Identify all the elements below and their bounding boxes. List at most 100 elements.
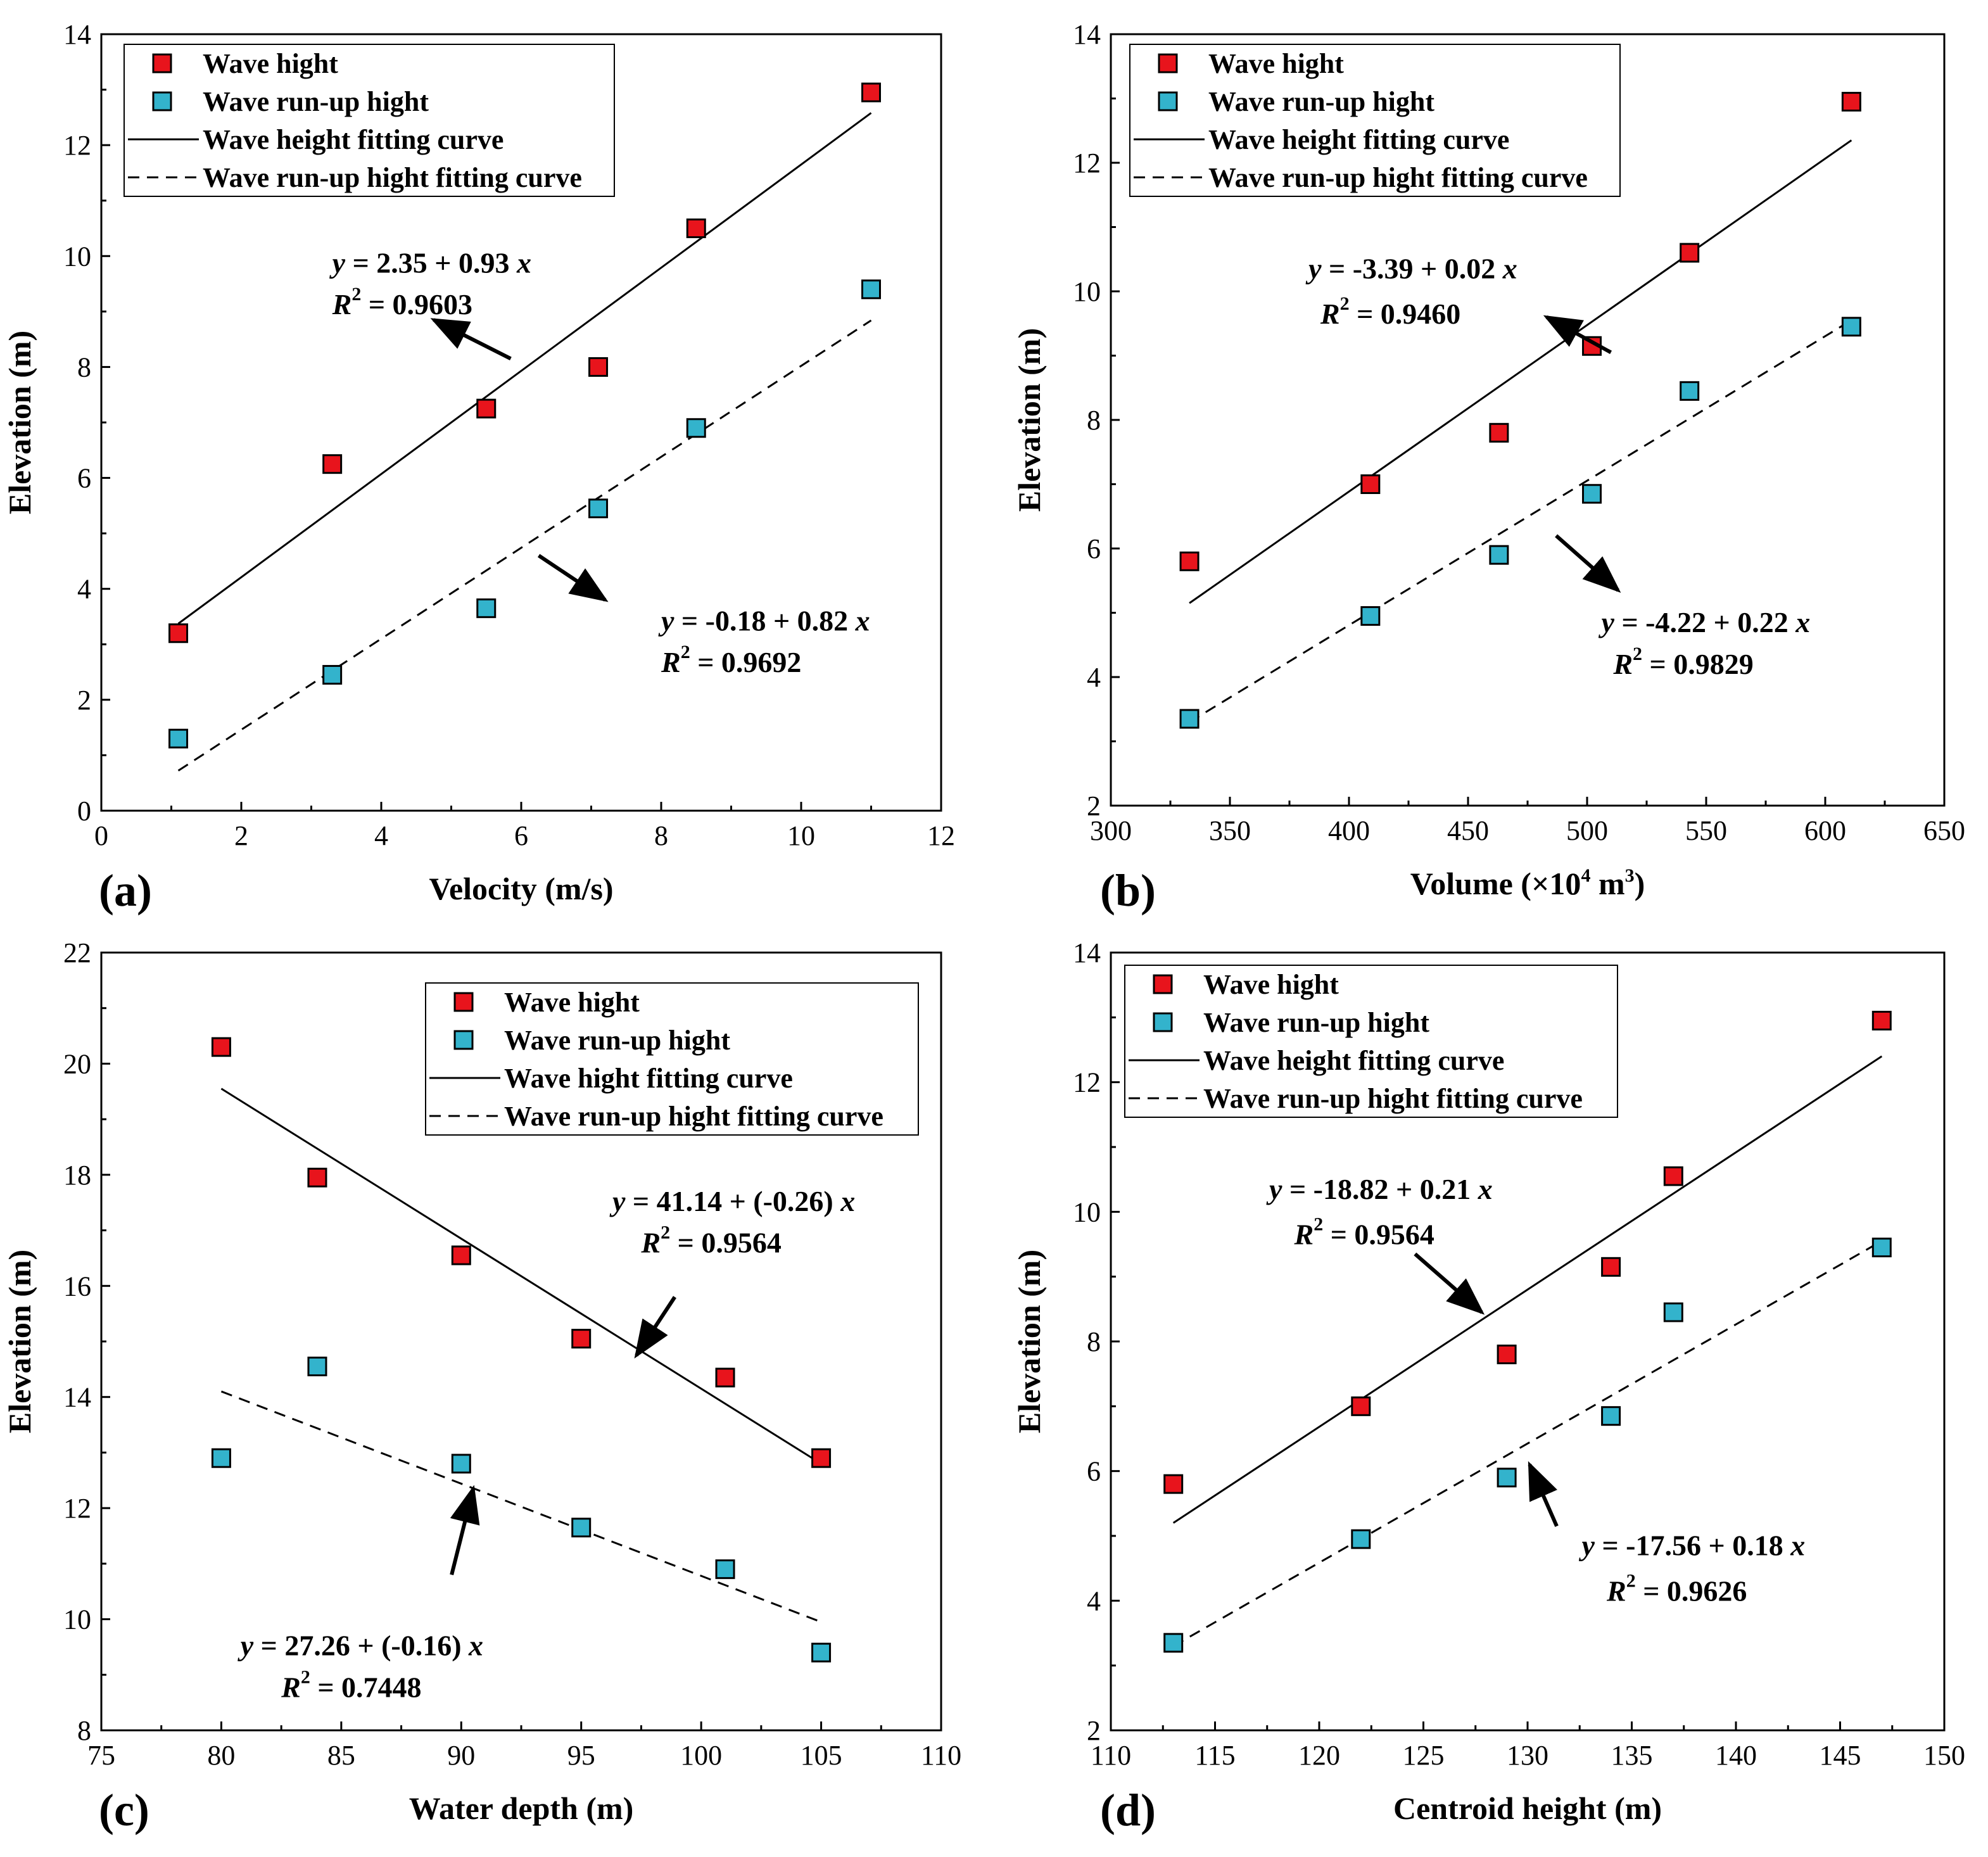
y-tick-label: 2 <box>1087 1715 1101 1746</box>
x-tick-label: 75 <box>87 1740 115 1771</box>
legend-label: Wave hight <box>1208 48 1344 79</box>
y-tick-label: 12 <box>63 1493 91 1524</box>
legend-box <box>1129 44 1621 197</box>
r-squared: R2 = 0.9626 <box>1606 1570 1747 1607</box>
legend-marker-run-up <box>1158 91 1178 111</box>
legend-label: Wave hight <box>504 987 640 1018</box>
legend-label: Wave height fitting curve <box>203 124 503 155</box>
data-point-run-up <box>686 418 706 438</box>
y-axis-label: Elevation (m) <box>1011 328 1047 512</box>
data-point-wave-height <box>1351 1396 1371 1416</box>
x-tick-label: 110 <box>1091 1740 1131 1771</box>
annotation-arrow <box>430 318 512 360</box>
data-point-wave-height <box>686 219 706 238</box>
data-point-run-up <box>476 598 497 618</box>
data-point-run-up <box>1360 606 1381 626</box>
r-squared: R2 = 0.9460 <box>1320 293 1460 330</box>
annotation-arrow <box>537 554 609 602</box>
fit-line-run-up <box>220 1390 822 1623</box>
data-point-wave-height <box>1497 1344 1517 1364</box>
r2-sup: 2 <box>661 1222 670 1243</box>
eq-body: = -18.82 + 0.21 <box>1282 1173 1478 1205</box>
x-tick-label: 650 <box>1923 815 1965 846</box>
x-axis-label-text: Volume (×10 <box>1410 866 1581 901</box>
annotation-arrow <box>1555 534 1621 593</box>
r2-label: R <box>1606 1575 1626 1607</box>
data-point-run-up <box>1163 1633 1184 1653</box>
y-axis-label: Elevation (m) <box>2 1250 37 1433</box>
r2-sup: 2 <box>351 284 361 305</box>
data-point-wave-height <box>1179 551 1200 571</box>
x-tick-label: 140 <box>1715 1740 1757 1771</box>
y-tick-label: 4 <box>1087 662 1101 693</box>
data-point-run-up <box>571 1518 592 1538</box>
data-point-wave-height <box>1663 1166 1683 1186</box>
data-point-wave-height <box>1163 1474 1184 1494</box>
x-tick-label: 120 <box>1298 1740 1340 1771</box>
r2-sup: 2 <box>1340 293 1350 314</box>
y-tick-label: 10 <box>63 1604 91 1635</box>
fit-line-wave-height <box>220 1087 822 1465</box>
y-tick-label: 2 <box>77 685 91 716</box>
y-tick-label: 10 <box>1073 276 1101 307</box>
x-tick-label: 0 <box>94 820 108 851</box>
data-point-wave-height <box>307 1167 327 1188</box>
y-tick-label: 18 <box>63 1160 91 1191</box>
annotation-arrow <box>634 1296 676 1359</box>
panel-label: (d) <box>1100 1785 1156 1835</box>
eq-var-y: y <box>658 604 674 637</box>
r2-label: R <box>661 646 681 678</box>
r-squared: R2 = 0.9829 <box>1612 643 1753 680</box>
data-point-run-up <box>168 728 189 749</box>
annotation-arrow <box>1414 1252 1485 1315</box>
fit-equation: y = 2.35 + 0.93 x <box>329 247 531 279</box>
r2-value: = 0.9692 <box>690 646 802 678</box>
legend-marker-wave-height <box>453 992 474 1012</box>
x-axis-label: Centroid height (m) <box>1393 1790 1662 1826</box>
x-tick-label: 12 <box>927 820 955 851</box>
x-axis-label-sup: 3 <box>1625 865 1635 886</box>
r2-value: = 0.9603 <box>361 288 472 320</box>
data-point-run-up <box>1601 1406 1621 1426</box>
annotation-arrow <box>1528 1461 1559 1527</box>
r2-sup: 2 <box>1626 1570 1636 1591</box>
legend-label: Wave run-up hight fitting curve <box>504 1101 883 1132</box>
data-point-wave-height <box>571 1329 592 1349</box>
data-point-wave-height <box>1841 92 1861 112</box>
r2-label: R <box>1320 298 1340 330</box>
fit-line-run-up <box>1189 319 1852 723</box>
eq-body: = -4.22 + 0.22 <box>1614 606 1795 638</box>
eq-var-x: x <box>1478 1173 1493 1205</box>
data-point-wave-height <box>715 1367 735 1388</box>
r2-sup: 2 <box>681 642 690 662</box>
x-tick-label: 300 <box>1090 815 1132 846</box>
data-point-wave-height <box>861 82 881 103</box>
r2-value: = 0.9564 <box>670 1227 782 1259</box>
y-tick-label: 12 <box>1073 1067 1101 1098</box>
x-tick-label: 400 <box>1328 815 1370 846</box>
y-tick-label: 6 <box>1087 1456 1101 1487</box>
data-point-wave-height <box>1601 1257 1621 1277</box>
x-tick-label: 4 <box>374 820 388 851</box>
x-tick-label: 130 <box>1507 1740 1548 1771</box>
eq-var-x: x <box>840 1185 855 1217</box>
r2-sup: 2 <box>1314 1214 1323 1235</box>
x-tick-label: 8 <box>654 820 668 851</box>
x-tick-label: 90 <box>447 1740 475 1771</box>
y-tick-label: 0 <box>77 795 91 827</box>
x-tick-label: 450 <box>1447 815 1489 846</box>
data-point-wave-height <box>1871 1010 1892 1030</box>
x-tick-label: 100 <box>680 1740 722 1771</box>
r-squared: R2 = 0.9564 <box>640 1222 781 1259</box>
data-point-wave-height <box>451 1245 471 1265</box>
y-tick-label: 14 <box>1073 937 1101 968</box>
data-point-run-up <box>1680 381 1700 401</box>
r-squared: R2 = 0.7448 <box>281 1666 421 1703</box>
legend-label: Wave height fitting curve <box>1203 1045 1504 1076</box>
eq-var-y: y <box>1305 253 1322 285</box>
eq-var-y: y <box>1266 1173 1282 1205</box>
x-axis-label-close: ) <box>1635 866 1645 901</box>
legend-marker-run-up <box>1153 1012 1173 1032</box>
data-point-run-up <box>715 1559 735 1580</box>
